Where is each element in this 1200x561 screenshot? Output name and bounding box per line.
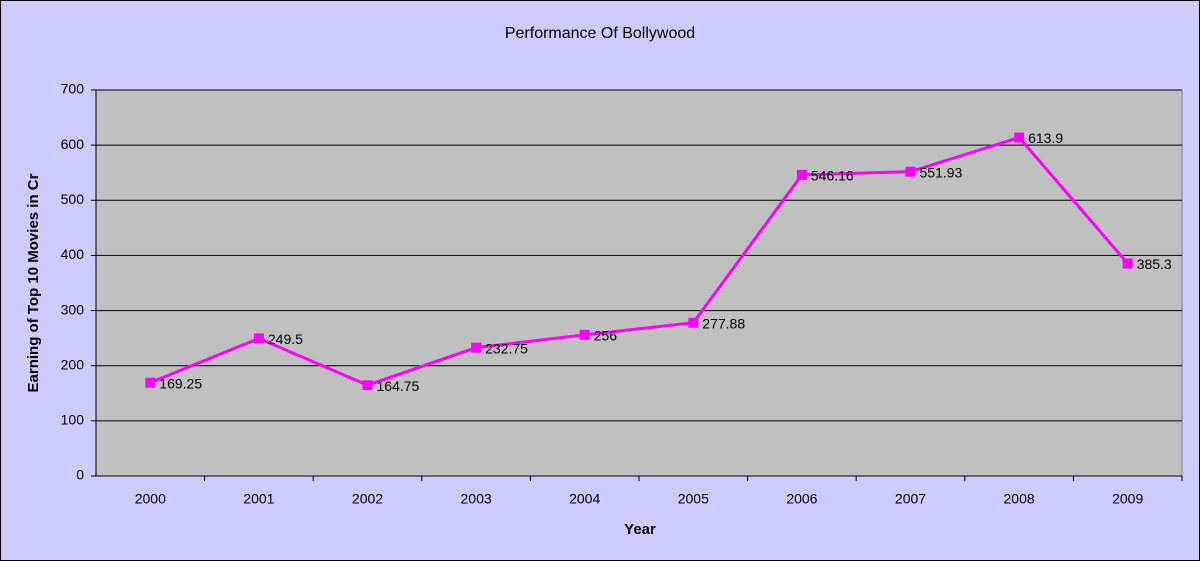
y-tick-label: 100: [61, 412, 85, 428]
data-point: [796, 169, 807, 180]
y-tick-label: 400: [61, 246, 85, 262]
plot-area: [95, 89, 1183, 477]
data-point: [253, 333, 264, 344]
data-line: [149, 135, 1129, 387]
data-point: [905, 166, 916, 177]
data-label: 277.88: [702, 315, 745, 331]
data-point: [1122, 258, 1133, 269]
x-tick-label: 2008: [1004, 491, 1035, 507]
data-label: 551.93: [920, 164, 963, 180]
x-tick-label: 2009: [1112, 491, 1143, 507]
data-point: [145, 377, 156, 388]
x-tick-label: 2003: [461, 491, 492, 507]
data-label: 164.75: [377, 378, 420, 394]
data-label: 385.3: [1137, 256, 1172, 272]
y-axis-label: Earning of Top 10 Movies in Cr: [25, 173, 42, 392]
data-point: [471, 342, 482, 353]
y-tick-label: 200: [61, 356, 85, 372]
x-tick-label: 2006: [786, 491, 817, 507]
data-label: 613.9: [1028, 130, 1063, 146]
x-tick-label: 2005: [678, 491, 709, 507]
y-tick-label: 300: [61, 301, 85, 317]
data-point: [1014, 132, 1025, 143]
data-point: [688, 317, 699, 328]
data-label: 249.5: [268, 331, 303, 347]
data-label: 256: [594, 328, 618, 344]
chart-title: Performance Of Bollywood: [505, 25, 695, 42]
x-axis-label: Year: [624, 521, 656, 538]
y-tick-label: 600: [61, 136, 85, 152]
y-tick-label: 500: [61, 191, 85, 207]
y-tick-label: 0: [76, 467, 84, 483]
data-label: 169.25: [159, 375, 202, 391]
x-tick-label: 2002: [352, 491, 383, 507]
data-label: 546.16: [811, 168, 854, 184]
x-tick-label: 2001: [243, 491, 274, 507]
x-tick-label: 2000: [135, 491, 166, 507]
y-tick-label: 700: [61, 81, 85, 97]
x-tick-label: 2004: [569, 491, 600, 507]
data-point: [362, 380, 373, 391]
data-label: 232.75: [485, 340, 528, 356]
data-point: [579, 329, 590, 340]
x-tick-label: 2007: [895, 491, 926, 507]
